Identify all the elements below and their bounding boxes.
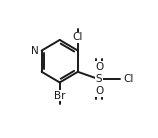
Text: Br: Br (54, 91, 65, 100)
Text: N: N (31, 46, 38, 56)
Text: Cl: Cl (123, 74, 133, 84)
Text: Cl: Cl (73, 33, 83, 43)
Text: S: S (96, 74, 102, 84)
Text: O: O (95, 62, 103, 72)
Text: O: O (95, 86, 103, 96)
